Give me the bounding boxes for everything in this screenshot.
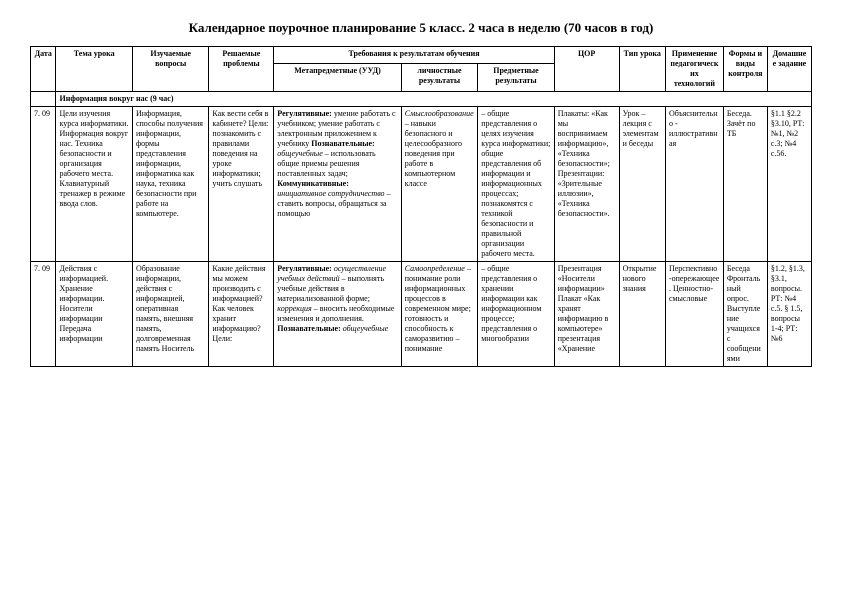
col-lesson-type: Тип урока [619,47,665,92]
cell-control: Беседа Фронтальный опрос. Выступление уч… [723,262,767,367]
col-meta: Метапредметные (УУД) [274,63,401,91]
table-row: 7. 09 Действия с информацией. Хранение и… [31,262,812,367]
col-subject: Предметные результаты [478,63,555,91]
cell-questions: Информация, способы получения информации… [132,107,208,262]
col-problems: Решаемые проблемы [209,47,274,92]
col-control: Формы и виды контроля [723,47,767,92]
cell-problems: Как вести себя в кабинете? Цели: познако… [209,107,274,262]
cell-cor: Плакаты: «Как мы воспринимаем информацию… [554,107,619,262]
cell-date: 7. 09 [31,262,56,367]
cell-lesson-type: Урок – лекция с элементами беседы [619,107,665,262]
col-topic: Тема урока [56,47,132,92]
cell-cor: Презентация «Носители информации» Плакат… [554,262,619,367]
cell-lesson-type: Открытие нового знания [619,262,665,367]
planning-table: Дата Тема урока Изучаемые вопросы Решаем… [30,46,812,367]
cell-homework: §1.2, §1.3, §3.1, вопросы. РТ: №4 с.5. §… [767,262,811,367]
cell-control: Беседа. Зачёт по ТБ [723,107,767,262]
cell-homework: §1.1 §2.2 §3.10, РТ: №1, №2 с.3; №4 с.56… [767,107,811,262]
col-requirements-group: Требования к результатам обучения [274,47,554,64]
col-date: Дата [31,47,56,92]
cell-meta: Регулятивные: умение работать с учебнико… [274,107,401,262]
cell-tech: Перспективно-опережающее. Ценностно-смыс… [665,262,723,367]
col-tech: Применение педагогических технологий [665,47,723,92]
cell-personal: Смыслообразование – навыки безопасного и… [401,107,477,262]
cell-topic: Цели изучения курса информатики. Информа… [56,107,132,262]
col-homework: Домашнее задание [767,47,811,92]
cell-questions: Образование информации, действия с инфор… [132,262,208,367]
cell-personal: Самоопределение – понимание роли информа… [401,262,477,367]
section-title: Информация вокруг нас (9 час) [56,92,812,107]
col-personal: личностные результаты [401,63,477,91]
cell-subject: – общие представления о хранении информа… [478,262,555,367]
cell-problems: Какие действия мы можем производить с ин… [209,262,274,367]
cell-topic: Действия с информацией. Хранение информа… [56,262,132,367]
cell-meta: Регулятивные: осуществление учебных дейс… [274,262,401,367]
cell-date: 7. 09 [31,107,56,262]
page-title: Календарное поурочное планирование 5 кла… [30,20,812,36]
header-row-1: Дата Тема урока Изучаемые вопросы Решаем… [31,47,812,64]
section-row: Информация вокруг нас (9 час) [31,92,812,107]
cell-subject: – общие представления о целях изучения к… [478,107,555,262]
table-row: 7. 09 Цели изучения курса информатики. И… [31,107,812,262]
cell-tech: Объяснительно - иллюстративная [665,107,723,262]
col-questions: Изучаемые вопросы [132,47,208,92]
col-cor: ЦОР [554,47,619,92]
